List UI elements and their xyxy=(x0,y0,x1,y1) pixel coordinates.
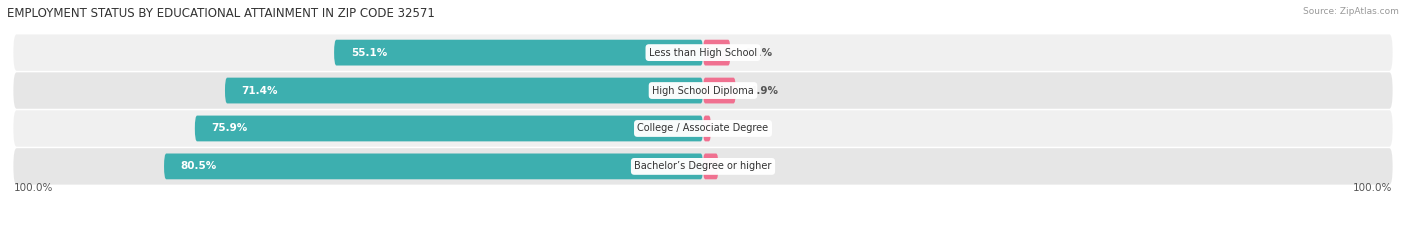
Text: Bachelor’s Degree or higher: Bachelor’s Degree or higher xyxy=(634,161,772,171)
Text: 55.1%: 55.1% xyxy=(352,48,387,58)
FancyBboxPatch shape xyxy=(14,148,1392,185)
Text: EMPLOYMENT STATUS BY EDUCATIONAL ATTAINMENT IN ZIP CODE 32571: EMPLOYMENT STATUS BY EDUCATIONAL ATTAINM… xyxy=(7,7,434,20)
Text: College / Associate Degree: College / Associate Degree xyxy=(637,123,769,134)
FancyBboxPatch shape xyxy=(14,34,1392,71)
FancyBboxPatch shape xyxy=(165,154,703,179)
Text: 1.2%: 1.2% xyxy=(724,123,754,134)
Text: 4.1%: 4.1% xyxy=(744,48,773,58)
Text: 100.0%: 100.0% xyxy=(14,183,53,193)
Text: 75.9%: 75.9% xyxy=(211,123,247,134)
FancyBboxPatch shape xyxy=(14,72,1392,109)
FancyBboxPatch shape xyxy=(703,116,711,141)
FancyBboxPatch shape xyxy=(225,78,703,103)
Text: 71.4%: 71.4% xyxy=(242,86,278,96)
FancyBboxPatch shape xyxy=(335,40,703,65)
Text: High School Diploma: High School Diploma xyxy=(652,86,754,96)
FancyBboxPatch shape xyxy=(703,78,735,103)
Text: 4.9%: 4.9% xyxy=(749,86,778,96)
FancyBboxPatch shape xyxy=(703,154,718,179)
Text: 80.5%: 80.5% xyxy=(181,161,217,171)
Text: 2.3%: 2.3% xyxy=(731,161,761,171)
Text: Less than High School: Less than High School xyxy=(650,48,756,58)
Text: 100.0%: 100.0% xyxy=(1353,183,1392,193)
FancyBboxPatch shape xyxy=(195,116,703,141)
FancyBboxPatch shape xyxy=(703,40,731,65)
Text: Source: ZipAtlas.com: Source: ZipAtlas.com xyxy=(1303,7,1399,16)
FancyBboxPatch shape xyxy=(14,110,1392,147)
